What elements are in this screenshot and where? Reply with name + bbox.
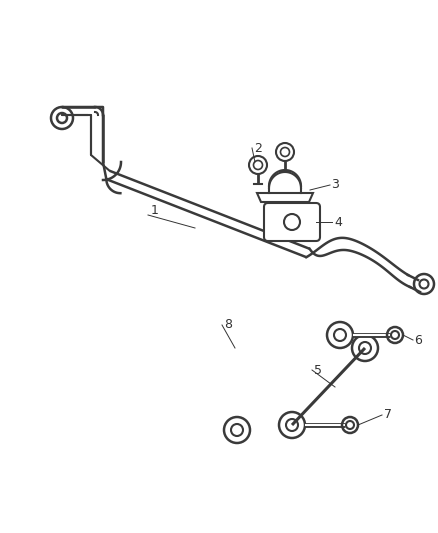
Text: 1: 1 [151,204,159,216]
Polygon shape [257,193,313,202]
Text: 3: 3 [331,179,339,191]
Text: 2: 2 [254,141,262,155]
Text: 6: 6 [414,334,422,346]
Text: 7: 7 [384,408,392,422]
Text: 4: 4 [334,215,342,229]
Text: 8: 8 [224,319,232,332]
FancyBboxPatch shape [264,203,320,241]
Text: 5: 5 [314,364,322,376]
